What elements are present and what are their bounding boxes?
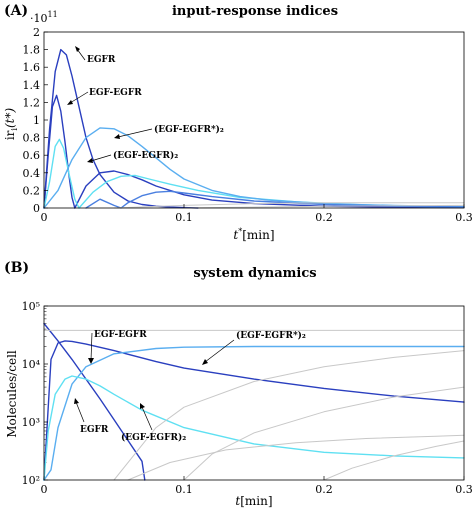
y-tick-label: 1.2 bbox=[23, 96, 41, 109]
series-group-a bbox=[43, 48, 465, 209]
y-scale-multiplier: ·1011 bbox=[30, 10, 58, 25]
arrow-dimer-a bbox=[90, 154, 112, 162]
y-tick-label: 1.6 bbox=[23, 61, 41, 74]
arrowhead-dimer-star-a bbox=[114, 134, 120, 139]
chart-title-a: input-response indices bbox=[172, 4, 338, 19]
arrowhead-egfr-b bbox=[74, 398, 79, 404]
x-tick-label: 0.2 bbox=[315, 483, 333, 496]
series-line-cyan bbox=[43, 375, 465, 481]
series-line-mid_blue bbox=[85, 190, 465, 209]
ticks-b: 0 0.1 0.2 0.3 10² 10³ 10⁴ 10⁵ bbox=[22, 300, 473, 496]
arrowhead-dimer-star-b bbox=[202, 359, 208, 365]
label-egfr-a: EGFR bbox=[87, 55, 116, 65]
label-dimer-star-a: (EGF-EGFR*)₂ bbox=[154, 124, 224, 135]
label-dimer-a: (EGF-EGFR)₂ bbox=[113, 150, 178, 161]
arrow-egfr-b bbox=[75, 401, 85, 423]
y-tick-label: 2 bbox=[33, 26, 40, 39]
series-line-gray bbox=[127, 434, 465, 481]
y-tick-label: 0.8 bbox=[23, 132, 41, 145]
y-tick-label: 0.2 bbox=[23, 184, 41, 197]
label-egf-egfr-b: EGF-EGFR bbox=[94, 330, 147, 340]
series-line-cyan bbox=[43, 138, 80, 209]
series-line-dark_blue bbox=[43, 340, 465, 481]
x-tick-label: 0.1 bbox=[175, 211, 193, 224]
panel-b: (B) system dynamics Molecules/cell 0 0.1 0… bbox=[4, 260, 473, 508]
panel-label-a: (A) bbox=[4, 3, 28, 19]
series-line-light_blue bbox=[43, 345, 465, 481]
y-tick-label: 1.4 bbox=[23, 79, 41, 92]
arrow-egf-egfr-a bbox=[69, 91, 89, 104]
series-line-dark_blue bbox=[43, 322, 146, 481]
series-line-gray bbox=[113, 350, 465, 481]
panel-a: (A) input-response indices ·1011 iri(t*)… bbox=[3, 3, 473, 242]
arrowhead-egf-egfr-a bbox=[67, 100, 73, 105]
y-tick-label: 1.8 bbox=[23, 44, 41, 57]
series-line-gray bbox=[183, 386, 465, 481]
y-tick-label: 10⁴ bbox=[22, 358, 41, 371]
series-line-gray bbox=[113, 202, 465, 209]
panel-label-b: (B) bbox=[4, 260, 29, 276]
y-axis-label-b: Molecules/cell bbox=[5, 350, 19, 438]
x-tick-label: 0.2 bbox=[315, 211, 333, 224]
x-axis-label-a: t*[min] bbox=[233, 227, 274, 242]
arrowhead-dimer-b bbox=[140, 403, 145, 409]
ticks-a: 0 0.1 0.2 0.3 0 0.2 0.4 0.6 0.8 1 1.2 1.4 1.6 1.8 2 bbox=[23, 26, 473, 224]
arrowhead-dimer-a bbox=[87, 158, 93, 163]
series-line-light_blue bbox=[43, 127, 465, 209]
label-egfr-b: EGFR bbox=[80, 425, 109, 435]
series-line-gray bbox=[323, 440, 465, 481]
y-tick-label: 0 bbox=[33, 202, 40, 215]
arrowhead-egfr-a bbox=[75, 46, 80, 52]
y-tick-label: 10² bbox=[22, 474, 40, 487]
x-axis-label-b: t[min] bbox=[235, 494, 272, 508]
y-tick-label: 1 bbox=[33, 114, 40, 127]
arrow-egf-egfr-b bbox=[90, 332, 93, 361]
plot-frame-b bbox=[43, 305, 465, 481]
y-tick-label: 0.6 bbox=[23, 149, 41, 162]
series-group-b bbox=[43, 322, 465, 481]
x-tick-label: 0.1 bbox=[175, 483, 193, 496]
y-tick-label: 10³ bbox=[22, 416, 40, 429]
x-tick-label: 0.3 bbox=[455, 483, 473, 496]
label-dimer-star-b: (EGF-EGFR*)₂ bbox=[236, 330, 306, 341]
arrowhead-egf-egfr-b bbox=[88, 358, 94, 364]
chart-title-b: system dynamics bbox=[193, 266, 316, 281]
x-tick-label: 0 bbox=[41, 483, 48, 496]
arrow-dimer-star-b bbox=[204, 339, 235, 363]
series-line-dark_blue bbox=[43, 94, 76, 209]
y-tick-label: 10⁵ bbox=[22, 300, 40, 313]
x-tick-label: 0 bbox=[41, 211, 48, 224]
y-axis-label-a: iri(t*) bbox=[3, 108, 19, 141]
label-dimer-b: (EGF-EGFR)₂ bbox=[121, 432, 186, 443]
svg-text:iri(t*): iri(t*) bbox=[3, 108, 19, 141]
arrow-egfr-a bbox=[76, 48, 86, 61]
x-tick-label: 0.3 bbox=[455, 211, 473, 224]
arrow-dimer-star-a bbox=[117, 128, 153, 138]
arrow-dimer-b bbox=[141, 406, 153, 431]
label-egf-egfr-a: EGF-EGFR bbox=[89, 88, 142, 98]
y-tick-label: 0.4 bbox=[23, 167, 41, 180]
